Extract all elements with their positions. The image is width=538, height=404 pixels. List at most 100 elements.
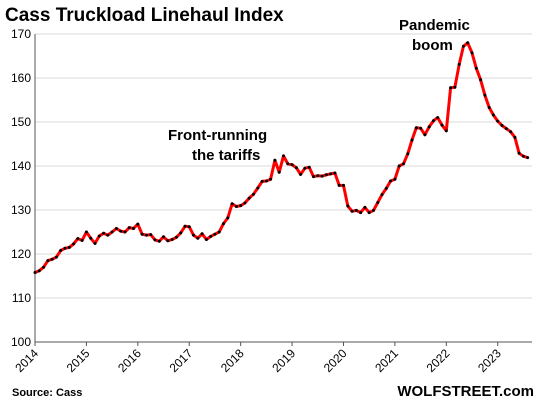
data-point [273,158,277,162]
data-point [196,236,200,240]
data-point [209,234,213,238]
data-point [136,222,140,226]
data-point [299,172,303,176]
y-tick-label: 100 [11,335,31,349]
data-point [363,205,367,209]
data-point [303,166,307,170]
data-point [192,233,195,237]
data-point [234,205,238,208]
data-point [170,238,174,241]
chart-title: Cass Truckload Linehaul Index [5,5,284,26]
data-point [162,235,165,239]
data-point [324,173,328,177]
data-point [470,51,474,55]
data-point [239,204,243,208]
data-point [256,186,260,190]
data-point [329,172,333,176]
data-point [37,269,41,273]
data-point [174,235,178,239]
data-point [286,162,290,166]
annotation-text: the tariffs [192,147,260,164]
data-point [204,238,208,241]
data-point [500,124,504,127]
data-point [333,171,337,175]
data-point [97,234,101,238]
data-point [312,175,315,179]
x-tick-label: 2018 [218,346,247,375]
data-point [461,44,465,48]
data-point [479,78,483,82]
data-point [320,174,324,178]
data-point [50,257,54,261]
data-point [372,208,375,212]
data-point [376,201,380,204]
data-point [342,183,345,187]
data-point [157,239,161,243]
data-point [102,231,106,235]
data-point [513,135,517,139]
data-point [149,233,153,237]
data-point [42,265,46,269]
data-point [432,119,435,123]
data-point [89,236,93,240]
data-point [269,177,273,181]
y-tick-label: 120 [11,247,31,261]
data-point [517,151,521,155]
brand-label: WOLFSTREET.com [397,383,534,400]
data-point [140,232,144,236]
data-point [67,245,71,249]
data-point [487,106,491,109]
data-point [346,204,350,208]
data-point [76,237,80,241]
data-point [419,126,423,130]
data-point [54,255,58,259]
data-point [33,271,37,274]
data-point [406,152,410,156]
data-point [243,201,247,205]
data-point [222,222,225,226]
data-point [264,179,268,183]
data-point [153,238,157,242]
y-tick-label: 160 [11,71,31,85]
data-point [84,230,88,234]
data-point [282,154,285,158]
data-point [466,41,470,45]
data-point [384,186,388,190]
annotation-text: Pandemic [399,17,470,34]
x-tick-label: 2019 [269,346,298,375]
data-point [393,177,397,181]
x-tick-label: 2014 [12,346,41,375]
data-point [474,66,478,70]
data-point [127,226,131,230]
data-point [410,138,414,142]
data-point [380,193,384,197]
data-point [226,216,230,220]
data-point [397,164,401,168]
data-point [63,246,67,250]
data-point [509,130,513,134]
data-point [453,85,457,89]
data-point [436,116,440,120]
data-point [200,232,204,236]
x-axis-ticks: 2014 2015 2016 2017 2018 2019 2020 2021 2022 2023 [12,342,504,375]
data-point [252,192,255,196]
data-point [247,196,251,200]
data-point [114,227,118,230]
data-point [367,211,371,215]
y-tick-label: 110 [12,291,31,305]
data-point [307,165,311,169]
data-point [72,242,76,246]
data-point [110,230,114,234]
y-tick-label: 130 [11,203,31,217]
annotation-text: Front-running [168,127,267,144]
annotations: Front-running the tariffs Pandemic boom [168,17,470,164]
data-point [132,227,135,230]
data-point [106,233,110,237]
annotation-text: boom [412,37,453,54]
data-point [449,86,453,90]
x-tick-label: 2022 [424,346,453,375]
x-tick-label: 2023 [475,346,504,375]
data-point [80,238,84,242]
data-point [166,239,170,243]
